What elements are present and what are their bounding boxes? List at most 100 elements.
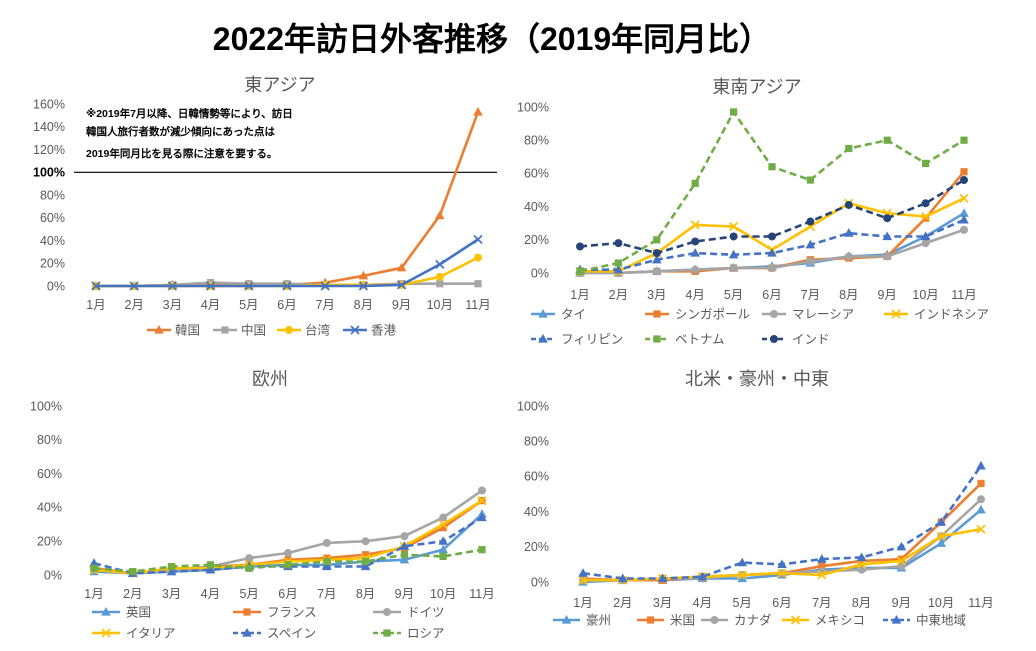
americas-oceania-middle-east-series-1-point-9 [897, 555, 905, 563]
europe-series-0-point-10 [438, 544, 448, 554]
americas-oceania-middle-east-series-4-point-3 [657, 573, 668, 583]
southeast-asia-legend-item-6: インド [762, 332, 830, 346]
americas-oceania-middle-east-legend-item-2: カナダ [701, 612, 772, 627]
americas-oceania-middle-east-x-tick-label-4: 4月 [693, 596, 712, 610]
southeast-asia-series-2-point-9 [883, 252, 892, 261]
southeast-asia-series-4-point-5 [728, 249, 739, 259]
americas-oceania-middle-east-legend-label-3: メキシコ [815, 613, 865, 627]
east-asia-series-1-point-10 [436, 280, 444, 288]
americas-oceania-middle-east-x-tick-label-11: 11月 [968, 596, 993, 610]
southeast-asia-series-6-point-7 [806, 217, 815, 226]
americas-oceania-middle-east-series-4-point-7 [817, 554, 827, 563]
east-asia-x-tick-label-9: 9月 [392, 298, 411, 312]
southeast-asia-legend-item-0: タイ [531, 307, 586, 321]
southeast-asia-x-tick-label-11: 11月 [951, 288, 976, 302]
americas-oceania-middle-east-y-tick-label-2: 40% [524, 505, 549, 519]
americas-oceania-middle-east-x-tick-label-2: 2月 [613, 596, 632, 610]
americas-oceania-middle-east-series-4-point-2 [618, 573, 628, 583]
east-asia-series-3 [91, 234, 483, 291]
europe-legend-marker-5 [383, 629, 391, 637]
europe-x-tick-label-8: 8月 [356, 587, 375, 601]
americas-oceania-middle-east-series-4-point-5 [737, 557, 747, 567]
southeast-asia-series-6-point-3 [652, 249, 661, 258]
americas-oceania-middle-east-series-3-point-1 [578, 575, 588, 585]
europe-legend-label-1: フランス [267, 605, 317, 619]
southeast-asia-series-2-point-7 [806, 257, 815, 266]
europe-x-tick-label-4: 4月 [201, 587, 220, 601]
europe-legend-item-0: 英国 [92, 605, 151, 619]
east-asia-series-0-point-10 [435, 210, 445, 220]
europe-x-tick-label-6: 6月 [278, 587, 297, 601]
europe-series-2-point-5 [245, 554, 254, 563]
southeast-asia-series-4-point-9 [882, 231, 892, 241]
southeast-asia-series-2-point-3 [652, 267, 661, 276]
southeast-asia-y-tick-label-1: 20% [524, 233, 549, 247]
southeast-asia-legend-marker-2 [770, 310, 778, 318]
east-asia-series-3-point-8 [358, 281, 369, 291]
americas-oceania-middle-east-series-2-point-9 [897, 562, 906, 571]
east-asia-x-tick-label-1: 1月 [86, 298, 105, 312]
southeast-asia-y-tick-label-2: 40% [524, 200, 549, 214]
americas-oceania-middle-east-series-3-point-7 [817, 570, 827, 580]
europe-series-2-point-6 [284, 549, 292, 558]
europe-series-2-point-7 [322, 538, 331, 547]
southeast-asia-series-4-point-11 [959, 214, 969, 224]
southeast-asia-legend-label-6: インド [792, 332, 830, 346]
southeast-asia-series-2-point-4 [691, 265, 700, 274]
east-asia-legend-item-2: 台湾 [277, 322, 330, 337]
europe-series-5-point-9 [400, 551, 408, 559]
east-asia-legend-label-0: 韓国 [175, 323, 200, 337]
southeast-asia-y-tick-label-5: 100% [517, 100, 549, 114]
southeast-asia-series-6-point-6 [768, 232, 776, 241]
east-asia-y-tick-label-1: 20% [40, 257, 65, 271]
americas-oceania-middle-east-y-tick-label-1: 20% [524, 540, 549, 554]
southeast-asia-series-5-point-8 [845, 144, 853, 153]
americas-oceania-middle-east-x-tick-label-1: 1月 [573, 596, 592, 610]
europe-series-2-point-8 [361, 537, 370, 546]
europe-legend-item-4: スペイン [233, 626, 316, 640]
east-asia-y-tick-label-5: 100% [33, 166, 65, 180]
east-asia-x-tick-label-8: 8月 [354, 298, 373, 312]
europe-legend-item-5: ロシア [373, 626, 445, 640]
southeast-asia-legend-marker-4 [538, 334, 548, 343]
east-asia-y-tick-label-4: 80% [40, 188, 65, 202]
east-asia-x-tick-label-10: 10月 [427, 298, 453, 312]
americas-oceania-middle-east-legend-marker-1 [646, 616, 655, 624]
southeast-asia-x-tick-label-6: 6月 [762, 288, 781, 302]
americas-oceania-middle-east-series-3-point-9 [896, 556, 907, 566]
southeast-asia-series-6-point-5 [729, 232, 738, 241]
east-asia-x-tick-label-4: 4月 [201, 298, 220, 312]
southeast-asia-chart: 東南アジア 0% 20% 40% 60% 80% 100% 1月 2月 3月 4月 5月 6月 7月 8月 9… [517, 77, 989, 346]
europe-x-tick-label-11: 11月 [469, 587, 494, 601]
southeast-asia-legend-label-2: マレーシア [792, 307, 854, 321]
europe-chart: 欧州 0% 20% 40% 60% 80% 100% 1月 2月 3月 4月 5月 6月 7月 8月 9月 10… [30, 369, 495, 640]
americas-oceania-middle-east-y-tick-label-3: 60% [524, 470, 549, 484]
southeast-asia-x-tick-label-3: 3月 [647, 288, 666, 302]
southeast-asia-legend-marker-1 [653, 310, 661, 318]
southeast-asia-series-6-point-8 [844, 200, 853, 209]
europe-y-tick-label-2: 40% [37, 501, 62, 515]
east-asia-series-2-point-11 [474, 253, 482, 262]
southeast-asia-x-tick-label-7: 7月 [801, 288, 820, 302]
americas-oceania-middle-east-x-tick-label-9: 9月 [892, 596, 911, 610]
southeast-asia-y-tick-label-4: 80% [524, 134, 549, 148]
europe-series-5-point-4 [206, 561, 214, 569]
east-asia-legend-marker-2 [285, 326, 293, 334]
southeast-asia-series-6 [576, 176, 968, 258]
east-asia-chart-title: 東アジア [244, 75, 315, 95]
east-asia-series-3-point-7 [320, 281, 330, 291]
americas-oceania-middle-east-series-2-point-8 [857, 565, 866, 574]
southeast-asia-series-0-point-11 [959, 208, 969, 217]
europe-series-4-point-1 [89, 558, 99, 567]
southeast-asia-series-5-point-2 [614, 259, 622, 267]
southeast-asia-series-4-point-8 [844, 228, 854, 237]
east-asia-series-3-point-5 [244, 281, 254, 291]
southeast-asia-series-3-point-11 [959, 193, 969, 203]
southeast-asia-series-6-point-1 [576, 242, 584, 251]
americas-oceania-middle-east-y-tick-label-0: 0% [531, 575, 549, 589]
europe-series-4-point-9 [399, 541, 410, 550]
americas-oceania-middle-east-chart: 北米・豪州・中東 0% 20% 40% 60% 80% 100% 1月 2月 3月 4月 5月 6月 7月… [517, 369, 994, 627]
southeast-asia-x-tick-label-1: 1月 [570, 288, 589, 302]
europe-legend-marker-2 [383, 608, 391, 616]
americas-oceania-middle-east-series-4 [578, 460, 986, 583]
